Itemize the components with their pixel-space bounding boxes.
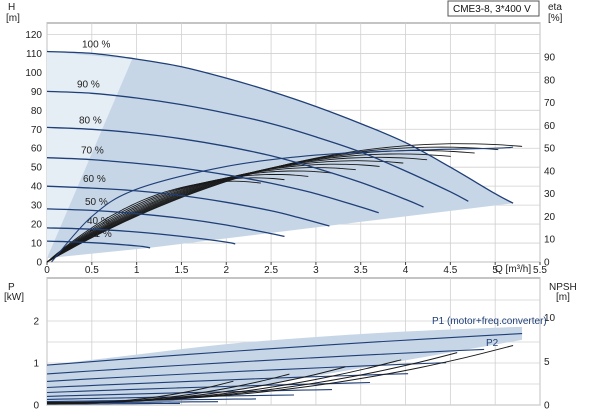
head-curve-60 <box>46 185 330 227</box>
power-curve <box>46 373 409 389</box>
head-curve-label: 80 % <box>79 115 102 126</box>
top-efficiency-curves <box>46 143 523 263</box>
x-tick-label: 3 <box>313 265 319 276</box>
bottom-power-curves <box>46 333 523 405</box>
eta-axis-unit: [%] <box>548 13 563 24</box>
head-curve-label: 60 % <box>83 174 106 185</box>
x-tick-label: 0.5 <box>85 265 99 276</box>
x-tick-label: 0 <box>44 265 50 276</box>
top-operating-area <box>47 51 514 259</box>
power-curve <box>46 389 333 397</box>
npsh-curve <box>46 380 234 405</box>
bottom-axes: 0 1 2 0 5 10 <box>33 313 555 412</box>
title-box: CME3-8, 3*400 V <box>447 0 540 17</box>
eta-tick-label: 80 <box>544 75 556 86</box>
h-tick-label: 100 <box>25 68 42 79</box>
eta-tick-label: 10 <box>544 235 556 246</box>
h-tick-label: 10 <box>31 239 43 250</box>
h-tick-label: 110 <box>26 49 42 60</box>
head-curve-50 <box>46 208 285 238</box>
x-tick-label: 1 <box>134 265 140 276</box>
efficiency-curve <box>46 173 309 263</box>
h-tick-label: 90 <box>31 87 43 98</box>
efficiency-curve <box>46 170 333 263</box>
head-curve-label: 31 % <box>89 229 112 240</box>
head-curve-40 <box>46 227 236 245</box>
h-tick-label: 70 <box>31 125 43 136</box>
x-tick-label: 4.5 <box>443 265 457 276</box>
eta-tick-label: 0 <box>544 258 550 269</box>
head-curve-label: 40 % <box>87 216 110 227</box>
head-curve-100 <box>46 50 514 204</box>
p-tick-label: 0 <box>33 401 39 412</box>
x-tick-label: 5.5 <box>533 265 547 276</box>
eta-axis-label: eta <box>548 2 562 13</box>
h-tick-label: 30 <box>31 201 43 212</box>
bottom-operating-area-fill <box>47 326 523 405</box>
top-operating-area-light <box>47 51 133 259</box>
head-curve-label: 50 % <box>85 197 108 208</box>
power-curve <box>46 333 523 366</box>
head-curve-70 <box>46 157 379 214</box>
head-curve-31 <box>46 240 151 249</box>
npsh-axis-unit: [m] <box>556 292 570 303</box>
top-operating-area-fill <box>47 51 514 259</box>
x-tick-label: 1.5 <box>175 265 189 276</box>
h-tick-label: 20 <box>31 220 43 231</box>
p1-series-label: P1 (motor+freq.converter) <box>432 316 547 327</box>
h-tick-label: 120 <box>25 30 42 41</box>
p2-series-label: P2 <box>486 338 499 349</box>
p-tick-label: 1 <box>33 359 39 370</box>
p-axis-label: P <box>8 282 15 293</box>
x-tick-label: 2.5 <box>264 265 278 276</box>
head-curve-label: 100 % <box>82 40 110 51</box>
h-tick-label: 60 <box>31 144 43 155</box>
efficiency-curve <box>46 160 404 263</box>
h-tick-label: 80 <box>31 106 43 117</box>
p-tick-label: 2 <box>33 317 39 328</box>
npsh-axis-label: NPSH <box>549 282 577 293</box>
npsh-tick-label: 5 <box>544 357 550 368</box>
h-axis-unit: [m] <box>6 13 20 24</box>
eta-tick-label: 60 <box>544 121 556 132</box>
x-tick-label: 2 <box>223 265 229 276</box>
npsh-tick-label: 0 <box>544 401 550 412</box>
q-axis-label: Q [m³/h] <box>495 264 531 275</box>
npsh-tick-label: 10 <box>544 313 556 324</box>
x-tick-label: 3.5 <box>354 265 368 276</box>
head-curve-label: 70 % <box>81 146 104 157</box>
head-curve-90 <box>46 90 469 202</box>
efficiency-curve <box>46 143 523 263</box>
eta-tick-label: 70 <box>544 98 556 109</box>
h-axis-label: H <box>8 2 15 13</box>
eta-tick-label: 20 <box>544 212 556 223</box>
eta-tick-label: 40 <box>544 166 556 177</box>
eta-tick-label: 50 <box>544 144 556 155</box>
x-tick-label: 4 <box>403 265 409 276</box>
power-curve <box>46 348 485 375</box>
bottom-operating-area <box>47 326 523 405</box>
eta-tick-label: 90 <box>544 53 556 64</box>
top-head-curves: 100 % 90 % 80 % 70 % 60 % 50 % 40 % 31 % <box>46 40 514 263</box>
efficiency-curve <box>46 163 380 263</box>
h-tick-label: 40 <box>31 182 43 193</box>
x-tick-label: 5 <box>492 265 498 276</box>
h-tick-label: 0 <box>36 258 42 269</box>
p-axis-unit: [kW] <box>4 292 24 303</box>
head-curve-80 <box>46 126 424 208</box>
top-axes: 0 0.5 1 1.5 2 2.5 3 3.5 4 4.5 5 5.50102030405060708… <box>25 30 555 276</box>
efficiency-envelope-curve <box>51 146 514 263</box>
title-box-frame <box>447 0 540 17</box>
chart-title: CME3-8, 3*400 V <box>453 4 531 15</box>
h-tick-label: 50 <box>31 163 43 174</box>
head-curve-label: 90 % <box>77 79 100 90</box>
eta-tick-label: 30 <box>544 189 556 200</box>
